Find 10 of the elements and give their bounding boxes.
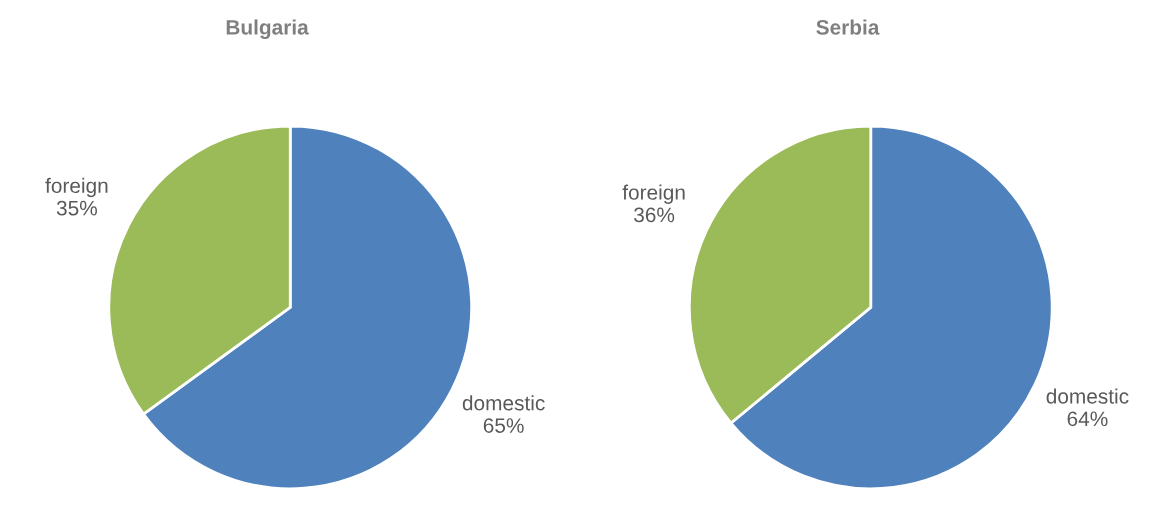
data-label: 64% xyxy=(1067,411,1108,427)
data-label: 36% xyxy=(634,207,675,223)
slice-label: domestic xyxy=(462,395,545,411)
chart-title: Bulgaria xyxy=(226,19,309,39)
data-label: 65% xyxy=(483,418,524,433)
slice-label: foreign xyxy=(622,184,685,204)
data-label: 35% xyxy=(56,200,97,216)
chart-title: Serbia xyxy=(816,19,880,35)
slice-label: foreign xyxy=(45,177,108,198)
slice-label: domestic xyxy=(1046,388,1129,404)
